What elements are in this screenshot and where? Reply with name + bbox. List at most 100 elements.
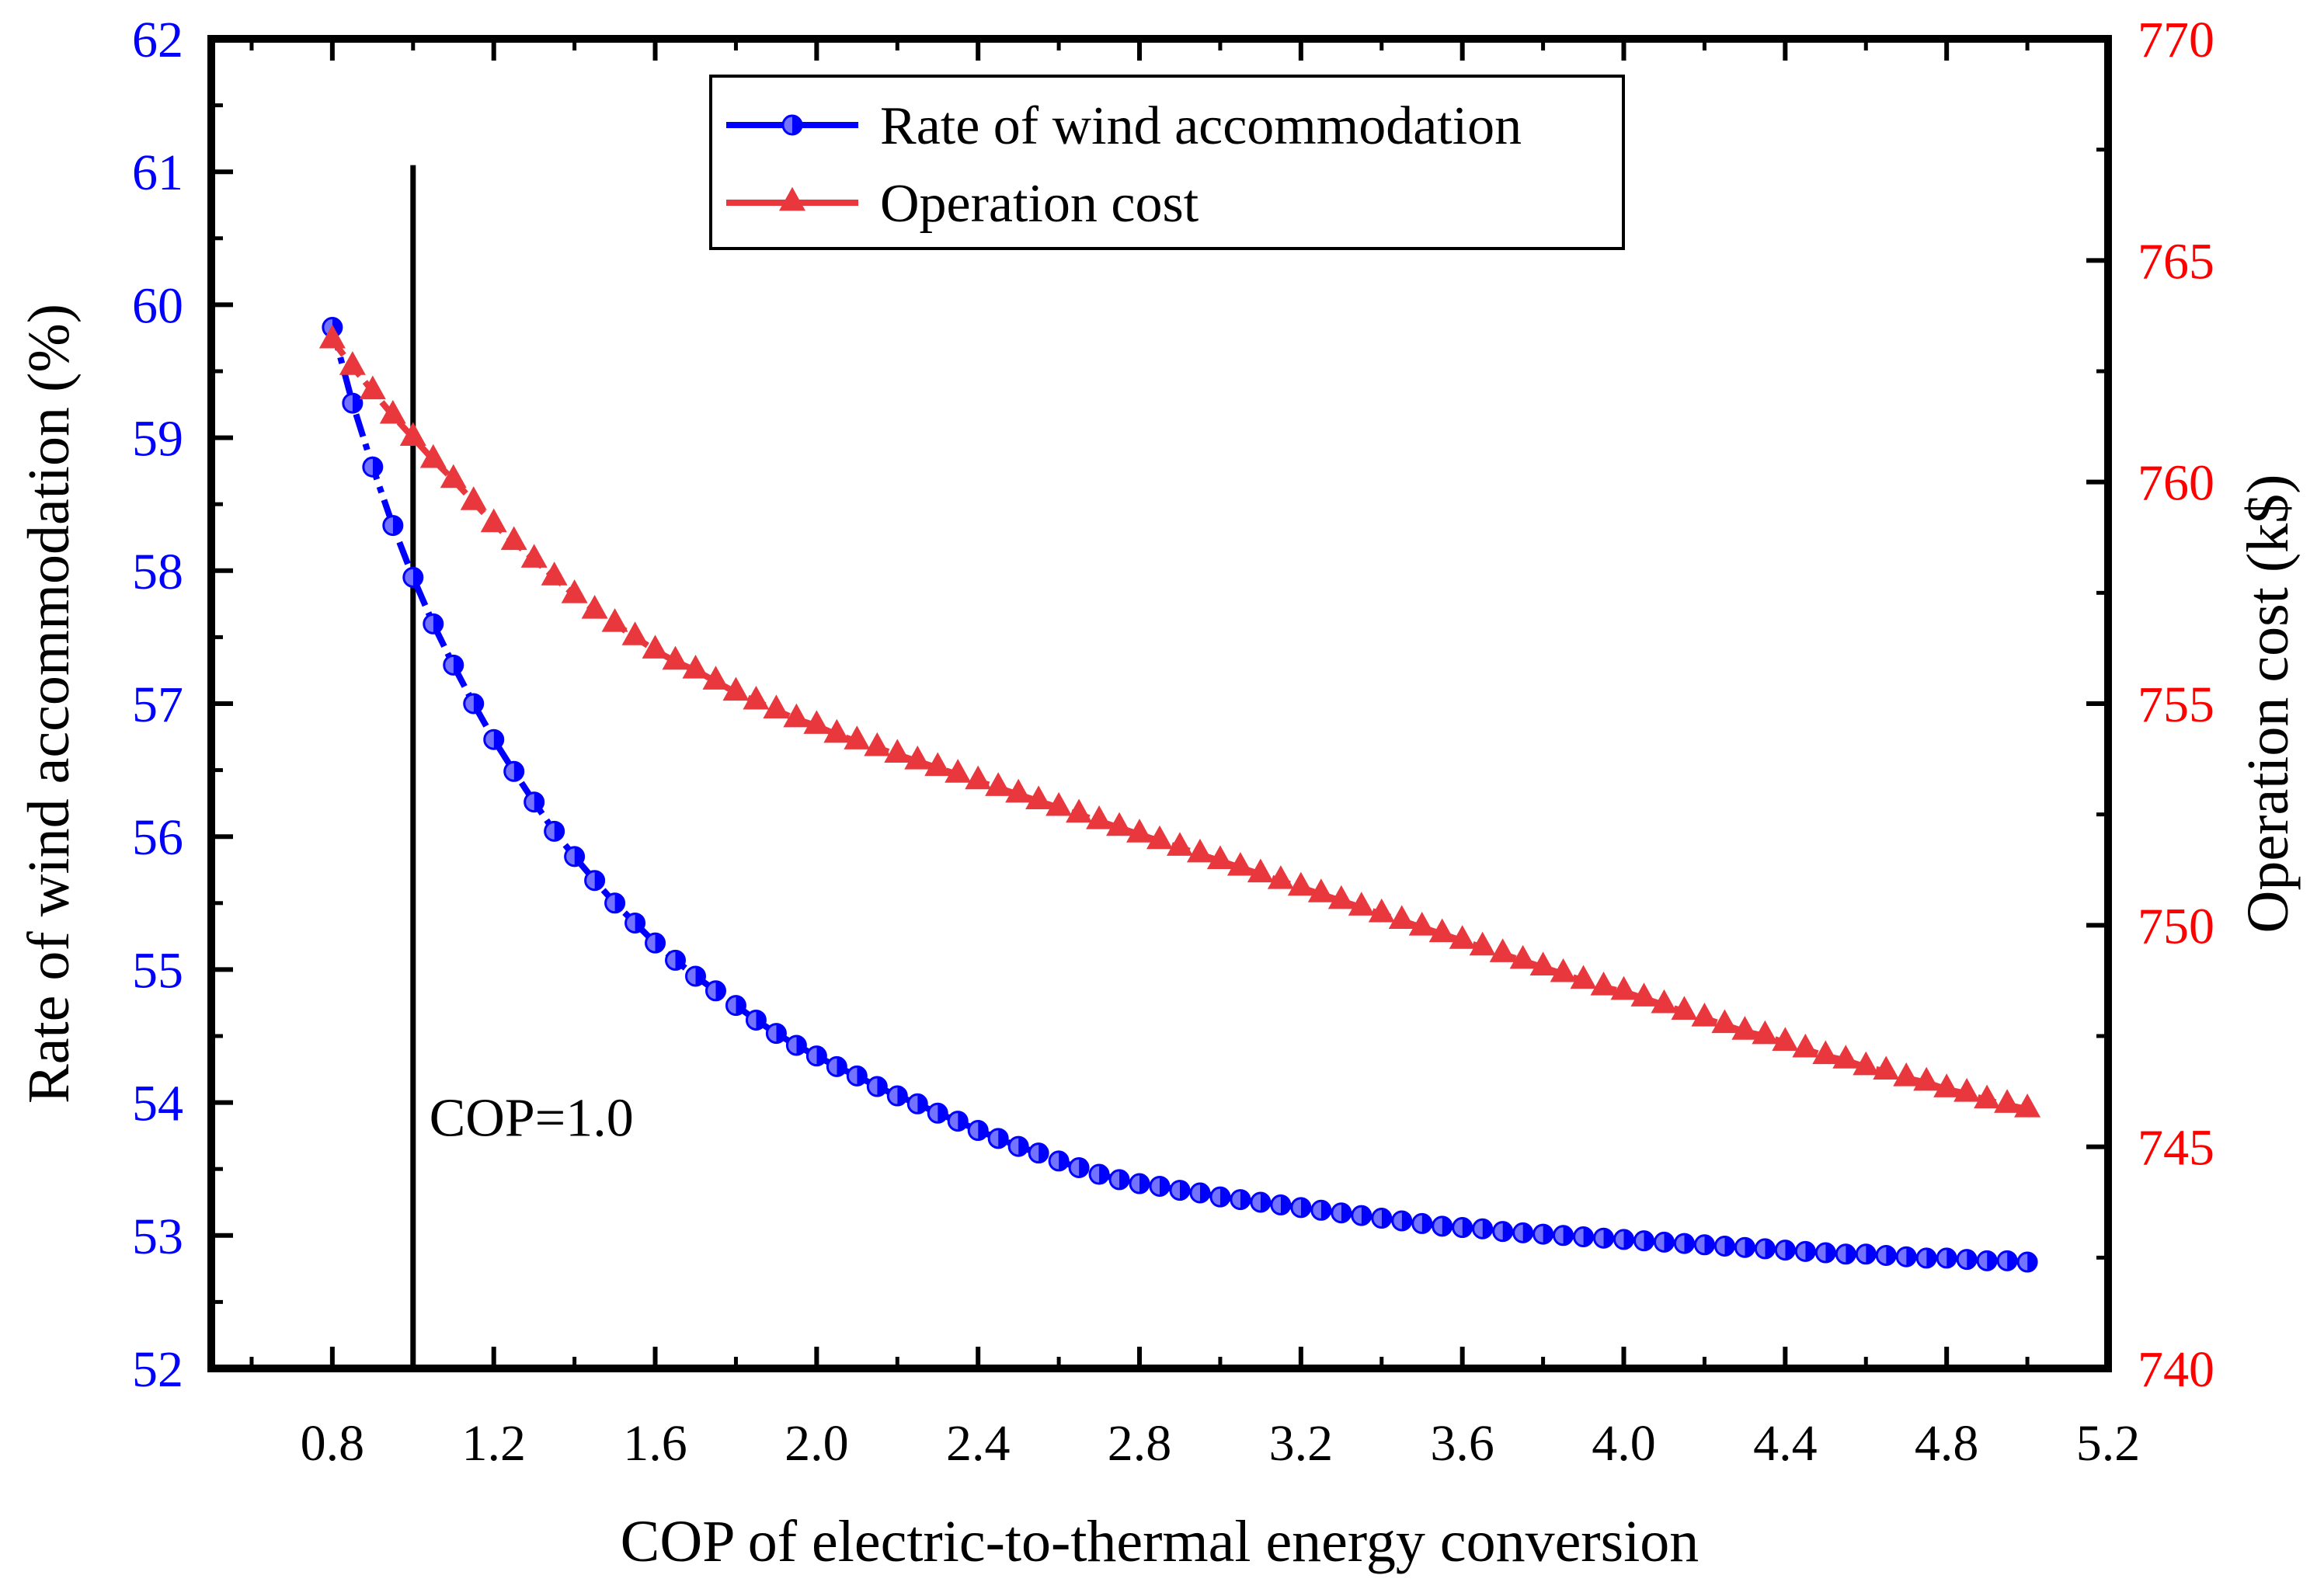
cost-point bbox=[1529, 951, 1557, 975]
left-tick-label: 56 bbox=[132, 809, 183, 866]
wind-point bbox=[1048, 1150, 1070, 1172]
wind-point-fill bbox=[1522, 1223, 1533, 1243]
wind-point-fill bbox=[1361, 1206, 1371, 1226]
wind-point-fill bbox=[433, 614, 443, 634]
wind-point-fill bbox=[554, 822, 564, 841]
cost-point bbox=[399, 422, 426, 447]
wind-point-fill bbox=[1563, 1226, 1573, 1245]
cost-point bbox=[1630, 982, 1658, 1007]
left-y-axis-title: Rate of wind accommodation (%) bbox=[16, 304, 82, 1104]
wind-point-fill bbox=[857, 1066, 867, 1086]
cost-point bbox=[1509, 944, 1536, 969]
cost-point bbox=[621, 621, 649, 645]
cost-point bbox=[460, 486, 487, 510]
cost-point bbox=[1126, 819, 1153, 843]
wind-point bbox=[2016, 1251, 2038, 1273]
wind-point-fill-left bbox=[343, 394, 353, 413]
wind-point-fill-left bbox=[746, 1010, 757, 1030]
wind-point-fill-left bbox=[1110, 1170, 1120, 1189]
wind-point bbox=[947, 1111, 969, 1132]
wind-point-fill bbox=[1502, 1222, 1512, 1241]
wind-point-fill-left bbox=[1372, 1208, 1382, 1228]
cost-point bbox=[803, 710, 830, 734]
wind-point-fill bbox=[1079, 1158, 1089, 1177]
wind-point-fill-left bbox=[504, 762, 514, 781]
left-tick-label: 54 bbox=[132, 1076, 183, 1132]
cost-point bbox=[1287, 871, 1314, 896]
wind-point bbox=[1533, 1223, 1554, 1245]
wind-point bbox=[1633, 1230, 1654, 1252]
wind-point-fill bbox=[776, 1024, 786, 1043]
wind-point bbox=[826, 1055, 847, 1077]
left-tick-label: 59 bbox=[132, 411, 183, 468]
wind-point bbox=[1209, 1186, 1231, 1208]
wind-point-fill bbox=[1341, 1203, 1351, 1222]
wind-point bbox=[443, 654, 464, 676]
wind-point-fill bbox=[1038, 1143, 1049, 1163]
wind-point-fill bbox=[796, 1035, 806, 1055]
wind-point bbox=[967, 1120, 989, 1142]
cost-point bbox=[520, 544, 548, 568]
wind-point-fill-left bbox=[1311, 1201, 1321, 1220]
wind-point-fill bbox=[958, 1111, 968, 1131]
x-tick-label: 3.2 bbox=[1269, 1415, 1334, 1472]
wind-point-fill-left bbox=[544, 822, 555, 841]
wind-point-fill bbox=[655, 934, 665, 953]
wind-point bbox=[1230, 1189, 1251, 1211]
legend-label-wind: Rate of wind accommodation bbox=[880, 96, 1522, 156]
wind-point-fill-left bbox=[1291, 1198, 1301, 1217]
cost-point bbox=[1994, 1089, 2021, 1113]
wind-point bbox=[906, 1093, 928, 1114]
cost-point bbox=[1449, 925, 1476, 949]
wind-point-fill-left bbox=[908, 1094, 918, 1114]
cost-point bbox=[1873, 1055, 1900, 1080]
wind-point bbox=[1936, 1247, 1957, 1269]
wind-point-fill-left bbox=[625, 913, 635, 933]
wind-point bbox=[584, 870, 606, 892]
wind-point-fill bbox=[1160, 1177, 1169, 1196]
wind-point bbox=[1835, 1243, 1856, 1265]
wind-point-fill-left bbox=[666, 951, 676, 970]
wind-point-fill bbox=[1280, 1195, 1290, 1215]
x-tick-label: 4.4 bbox=[1753, 1415, 1818, 1472]
wind-point-fill-left bbox=[706, 981, 716, 1000]
cost-point bbox=[1853, 1051, 1880, 1076]
wind-point bbox=[1593, 1227, 1615, 1249]
wind-point-fill bbox=[1967, 1250, 1977, 1269]
wind-point-fill-left bbox=[1251, 1193, 1261, 1212]
wind-point-fill bbox=[493, 730, 503, 749]
wind-point-fill-left bbox=[383, 516, 393, 535]
wind-point bbox=[1270, 1194, 1292, 1215]
cost-series-line bbox=[329, 338, 2028, 1113]
cost-point bbox=[965, 765, 992, 790]
wind-point bbox=[846, 1065, 868, 1087]
wind-point-fill bbox=[1987, 1251, 1997, 1271]
wind-point bbox=[1169, 1180, 1191, 1201]
wind-point-fill bbox=[412, 568, 423, 587]
wind-point bbox=[886, 1085, 908, 1107]
wind-point-fill bbox=[1724, 1236, 1734, 1256]
x-tick-label: 1.6 bbox=[623, 1415, 687, 1472]
cost-point bbox=[1489, 938, 1516, 962]
wind-point-fill bbox=[1381, 1208, 1391, 1228]
wind-point-fill-left bbox=[783, 116, 792, 134]
wind-point bbox=[1310, 1199, 1332, 1221]
wind-point-fill-left bbox=[1513, 1223, 1523, 1243]
wind-point-fill-left bbox=[1230, 1190, 1240, 1209]
wind-point-fill-left bbox=[484, 730, 494, 749]
wind-point bbox=[1774, 1240, 1796, 1261]
wind-point-fill bbox=[1300, 1198, 1310, 1217]
cost-point bbox=[1812, 1040, 1839, 1065]
cost-point bbox=[318, 324, 346, 349]
wind-point bbox=[1129, 1173, 1150, 1194]
cost-point bbox=[1590, 972, 1617, 996]
wind-point bbox=[785, 1034, 807, 1056]
wind-point-fill-left bbox=[989, 1128, 999, 1148]
wind-point-fill-left bbox=[969, 1121, 979, 1140]
wind-point-fill bbox=[1825, 1243, 1835, 1263]
wind-point-fill-left bbox=[1130, 1174, 1140, 1194]
cost-point bbox=[1388, 905, 1415, 930]
cost-point bbox=[985, 772, 1012, 796]
wind-point-fill-left bbox=[1998, 1251, 2008, 1271]
cost-point bbox=[823, 718, 851, 743]
